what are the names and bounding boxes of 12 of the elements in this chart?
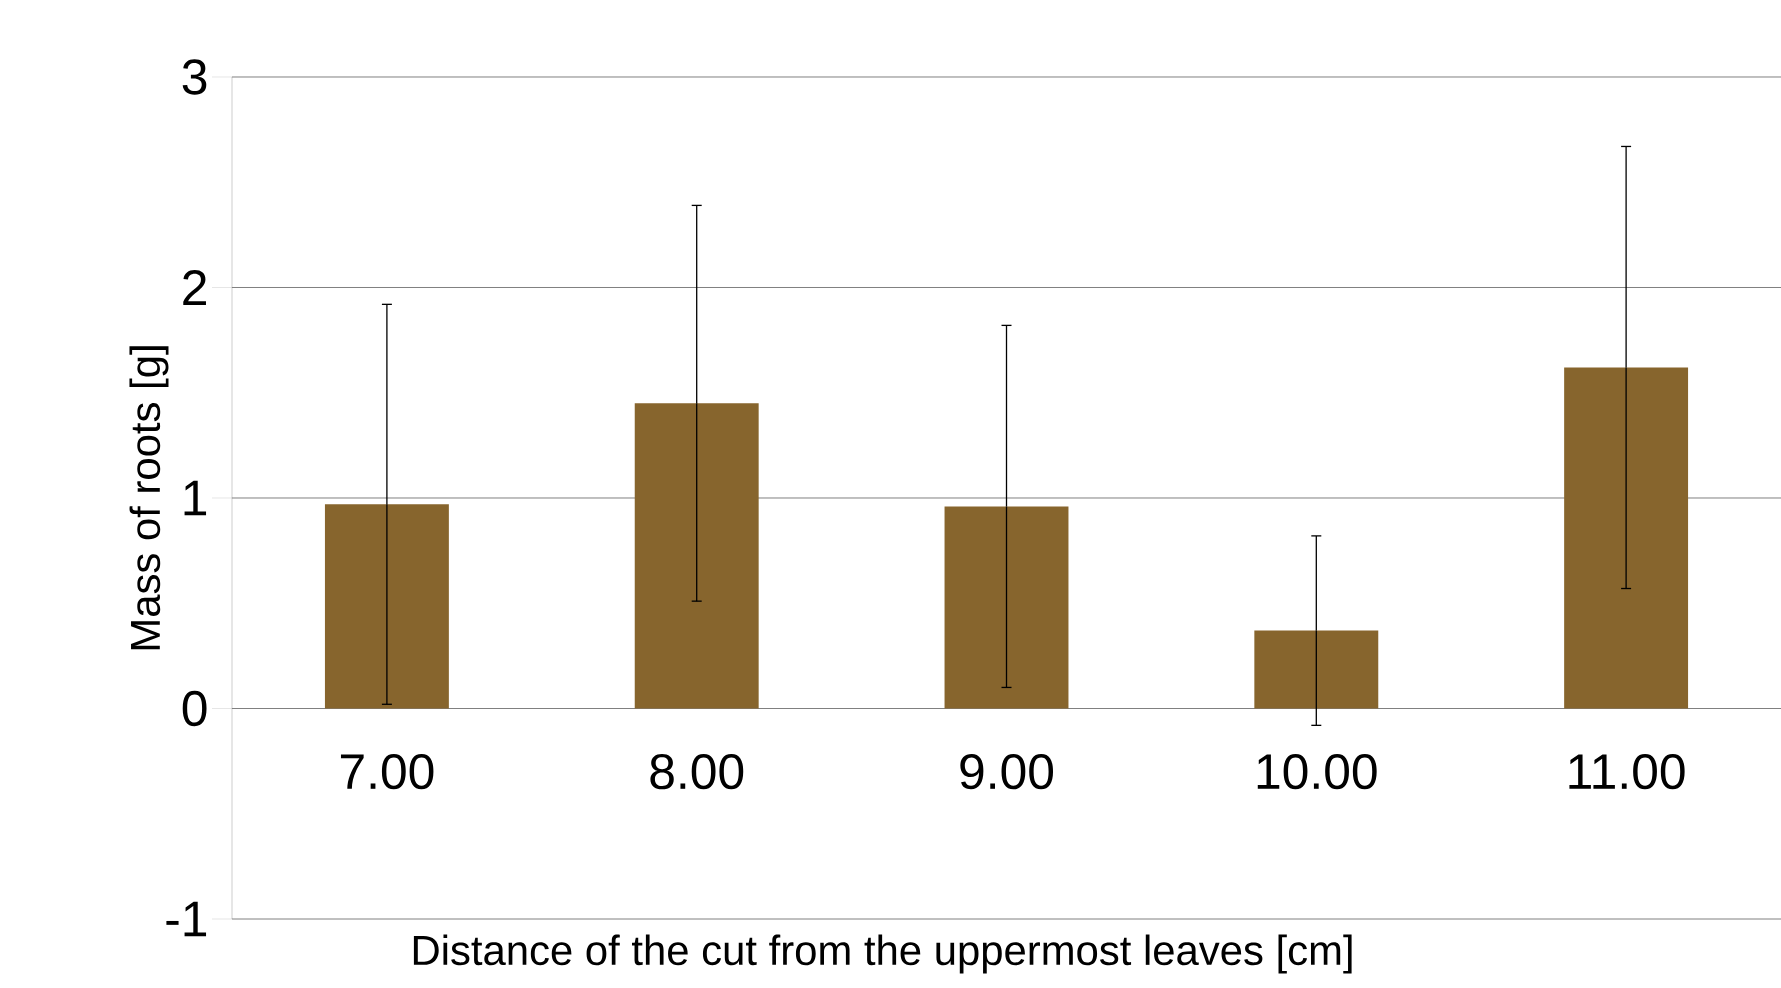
y-tick-label: 2 xyxy=(183,270,206,305)
x-axis-title: Distance of the cut from the uppermost leaves [cm] xyxy=(413,934,1352,974)
x-tick-label: 7.00 xyxy=(340,754,434,790)
y-tick-label: 0 xyxy=(182,690,207,727)
x-tick-label: 11.00 xyxy=(1569,754,1685,790)
x-tick-label: 9.00 xyxy=(960,754,1054,790)
y-tick-label: 1 xyxy=(184,480,207,516)
y-tick-label: -1 xyxy=(166,901,207,937)
y-tick-label: 3 xyxy=(182,59,207,95)
x-tick-label: 8.00 xyxy=(650,754,744,790)
x-tick-label: 10.00 xyxy=(1257,754,1377,790)
y-axis-title: Mass of roots [g] xyxy=(129,346,169,650)
